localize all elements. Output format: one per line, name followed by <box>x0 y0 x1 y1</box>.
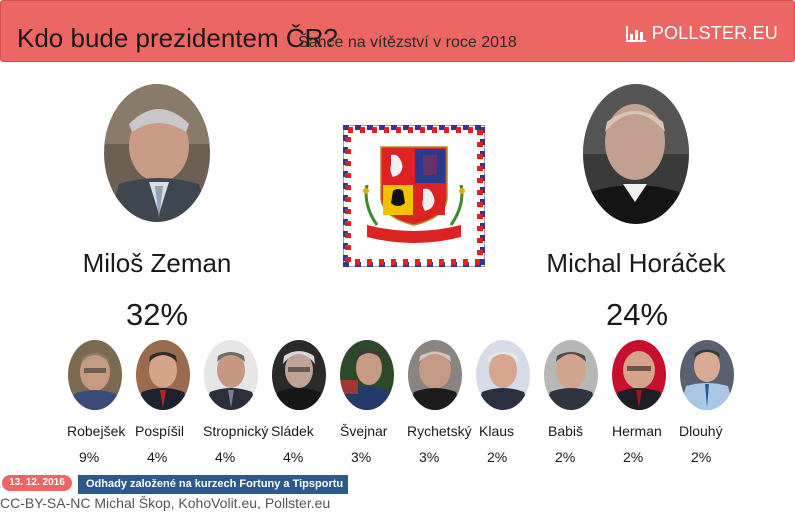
brand-link[interactable]: POLLSTER.EU <box>625 23 778 44</box>
portrait-sladek <box>272 340 326 410</box>
portrait-svejnar <box>340 340 394 410</box>
date-badge: 13. 12. 2016 <box>2 475 72 491</box>
header-bar: Kdo bude prezidentem ČR? Šance na vítězs… <box>0 0 795 62</box>
candidate-percent-svejnar: 3% <box>351 449 372 465</box>
portrait-pospisil <box>136 340 190 410</box>
brand-name: POLLSTER.EU <box>651 23 778 43</box>
candidate-name-pospisil: Pospíšil <box>135 423 185 439</box>
candidate-name-klaus: Klaus <box>479 423 515 439</box>
candidate-percent-zeman: 32% <box>125 297 189 332</box>
candidate-percent-robejsek: 9% <box>79 449 100 465</box>
portrait-horacek <box>583 84 689 224</box>
candidate-name-zeman: Miloš Zeman <box>82 248 232 278</box>
candidate-percent-herman: 2% <box>623 449 644 465</box>
candidate-name-herman: Herman <box>612 423 662 439</box>
candidate-percent-pospisil: 4% <box>147 449 168 465</box>
candidate-name-dlouhy: Dlouhý <box>679 423 723 439</box>
source-note: Odhady založené na kurzech Fortuny a Tip… <box>78 475 348 494</box>
candidate-name-babis: Babiš <box>548 423 584 439</box>
page-title: Kdo bude prezidentem ČR? <box>17 23 338 53</box>
page-subtitle: Šance na vítězství v roce 2018 <box>298 34 517 51</box>
candidate-percent-sladek: 4% <box>283 449 304 465</box>
portrait-stropnicky <box>204 340 258 410</box>
candidate-percent-horacek: 24% <box>605 297 669 332</box>
candidate-name-horacek: Michal Horáček <box>546 248 726 278</box>
portrait-zeman <box>104 84 210 222</box>
candidate-percent-rychetsky: 3% <box>419 449 440 465</box>
credits-text: CC-BY-SA-NC Michal Škop, KohoVolit.eu, P… <box>0 495 331 511</box>
candidate-percent-klaus: 2% <box>487 449 508 465</box>
portrait-dlouhy <box>680 340 734 410</box>
candidate-name-sladek: Sládek <box>271 423 314 439</box>
portrait-rychetsky <box>408 340 462 410</box>
presidential-standard-icon <box>338 120 490 272</box>
portrait-klaus <box>476 340 530 410</box>
candidate-name-stropnicky: Stropnický <box>203 423 269 439</box>
portrait-babis <box>544 340 598 410</box>
candidate-name-robejsek: Robejšek <box>67 423 126 439</box>
candidate-name-rychetsky: Rychetský <box>407 423 472 439</box>
portrait-robejsek <box>68 340 122 410</box>
candidate-percent-babis: 2% <box>555 449 576 465</box>
candidate-percent-stropnicky: 4% <box>215 449 236 465</box>
portrait-herman <box>612 340 666 410</box>
candidate-percent-dlouhy: 2% <box>691 449 712 465</box>
bar-chart-icon <box>625 25 646 42</box>
candidate-name-svejnar: Švejnar <box>340 423 388 439</box>
